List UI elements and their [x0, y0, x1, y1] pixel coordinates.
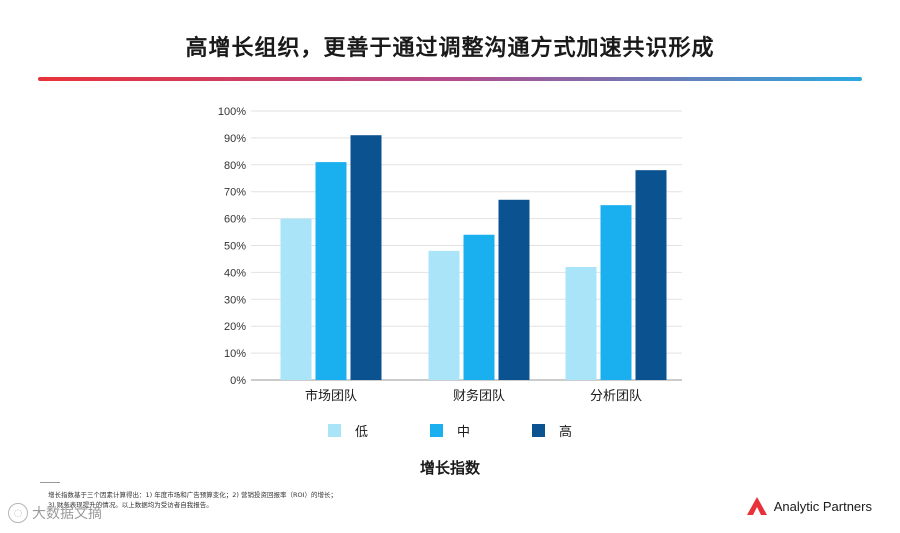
y-tick-label: 70%	[224, 187, 246, 199]
bar-mid	[463, 234, 495, 380]
slide-title: 高增长组织，更善于通过调整沟通方式加速共识形成	[185, 36, 715, 61]
bar-mid	[600, 205, 632, 380]
legend-item-low: 低	[327, 421, 368, 440]
y-tick-label: 0%	[230, 375, 246, 387]
footnotes: 增长指数基于三个因素计算得出：1) 年度市场和广告预算变化；2) 营销投资回报率…	[48, 490, 337, 510]
brand-name: Analytic Partners	[773, 498, 872, 514]
bar-low	[428, 250, 460, 380]
y-tick-label: 40%	[224, 267, 246, 279]
brand-logo: Analytic Partners	[746, 497, 872, 515]
footnote-line-2: 3) 财务表现提升的情况。以上数据均为受访者自我报告。	[48, 501, 213, 509]
x-axis-ticks: 市场团队 财务团队 分析团队	[305, 388, 642, 404]
y-tick-label: 80%	[224, 160, 246, 172]
title-divider	[38, 77, 862, 81]
y-tick-label: 30%	[224, 294, 246, 306]
bars	[280, 135, 667, 380]
legend-swatch-mid	[429, 424, 443, 437]
bar-high	[350, 135, 382, 380]
bar-low	[565, 267, 597, 380]
legend-swatch-high	[532, 424, 545, 437]
bar-low	[280, 218, 312, 380]
footnote-line-1: 增长指数基于三个因素计算得出：1) 年度市场和广告预算变化；2) 营销投资回报率…	[48, 491, 338, 499]
watermark-text: 大数据文摘	[32, 506, 102, 522]
bar-mid	[315, 162, 347, 380]
grouped-bar-chart: 0% 10% 20% 30% 40% 50% 60% 70% 80% 90% 100% 市场团队 财务…	[218, 106, 682, 404]
legend-label-high: 高	[559, 425, 573, 440]
chart-caption: 增长指数	[419, 459, 480, 477]
y-axis-ticks: 0% 10% 20% 30% 40% 50% 60% 70% 80% 90% 100%	[218, 106, 246, 387]
y-tick-label: 60%	[224, 214, 246, 226]
legend-item-mid: 中	[429, 421, 470, 440]
legend-label-mid: 中	[456, 425, 470, 440]
legend-label-low: 低	[354, 425, 368, 440]
watermark: ◌ 大数据文摘	[8, 503, 102, 523]
watermark-icon: ◌	[8, 503, 28, 523]
x-tick-label: 市场团队	[305, 388, 357, 404]
y-tick-label: 50%	[224, 241, 246, 253]
y-tick-label: 90%	[224, 133, 246, 145]
y-tick-label: 100%	[218, 106, 246, 118]
x-tick-label: 分析团队	[590, 389, 642, 404]
legend-swatch-low	[327, 424, 341, 437]
bar-high	[635, 170, 667, 380]
chart-legend: 低 中 高	[0, 421, 900, 440]
legend-item-high: 高	[532, 421, 572, 440]
footnote-divider	[40, 482, 60, 483]
y-tick-label: 10%	[224, 348, 246, 360]
bar-high	[498, 199, 530, 380]
analytic-partners-logo-icon	[746, 497, 767, 515]
y-tick-label: 20%	[224, 321, 246, 333]
x-tick-label: 财务团队	[453, 388, 505, 404]
